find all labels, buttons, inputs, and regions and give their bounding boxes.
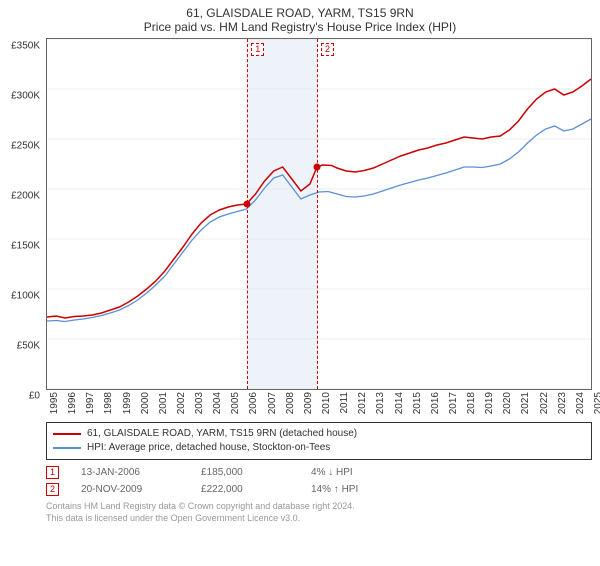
y-tick-label: £150K (11, 241, 40, 252)
x-tick-label: 2005 (230, 392, 241, 414)
plot-area: 12 (46, 38, 592, 390)
x-tick-label: 2003 (194, 392, 205, 414)
sales-marker-num: 2 (46, 483, 59, 496)
footer-line: This data is licensed under the Open Gov… (46, 512, 592, 524)
chart-lines (47, 39, 591, 389)
y-tick-label: £100K (11, 291, 40, 302)
title-address: 61, GLAISDALE ROAD, YARM, TS15 9RN (0, 6, 600, 20)
legend-swatch (53, 447, 81, 449)
x-tick-label: 2019 (484, 392, 495, 414)
sales-date: 13-JAN-2006 (81, 467, 201, 478)
x-tick-label: 2017 (448, 392, 459, 414)
x-tick-label: 2023 (557, 392, 568, 414)
y-tick-label: £300K (11, 91, 40, 102)
marker-label: 2 (321, 43, 334, 56)
x-tick-label: 1999 (122, 392, 133, 414)
sales-marker-num: 1 (46, 466, 59, 479)
marker-label: 1 (251, 43, 264, 56)
legend: 61, GLAISDALE ROAD, YARM, TS15 9RN (deta… (46, 422, 592, 460)
x-tick-label: 2020 (502, 392, 513, 414)
x-tick-label: 2014 (394, 392, 405, 414)
sales-date: 20-NOV-2009 (81, 484, 201, 495)
marker-line (247, 39, 248, 389)
y-tick-label: £200K (11, 191, 40, 202)
x-tick-label: 2006 (248, 392, 259, 414)
x-axis-labels: 1995 1996 1997 1998 1999 2000 2001 2002 2003 2004… (46, 390, 592, 422)
x-tick-label: 2012 (357, 392, 368, 414)
legend-label: HPI: Average price, detached house, Stoc… (87, 441, 330, 455)
x-tick-label: 2015 (412, 392, 423, 414)
x-tick-label: 2004 (212, 392, 223, 414)
x-tick-label: 1995 (49, 392, 60, 414)
sale-dot (314, 164, 321, 171)
sales-price: £185,000 (201, 467, 311, 478)
sales-row: 2 20-NOV-2009 £222,000 14% ↑ HPI (46, 483, 592, 496)
y-tick-label: £250K (11, 141, 40, 152)
chart-container: 61, GLAISDALE ROAD, YARM, TS15 9RN Price… (0, 6, 600, 566)
x-tick-label: 1996 (67, 392, 78, 414)
y-tick-label: £350K (11, 41, 40, 52)
x-tick-label: 2010 (321, 392, 332, 414)
sales-row: 1 13-JAN-2006 £185,000 4% ↓ HPI (46, 466, 592, 479)
y-tick-label: £0 (29, 391, 40, 402)
legend-label: 61, GLAISDALE ROAD, YARM, TS15 9RN (deta… (87, 427, 357, 441)
x-tick-label: 1998 (103, 392, 114, 414)
x-tick-label: 2000 (140, 392, 151, 414)
legend-swatch (53, 433, 81, 435)
x-tick-label: 2009 (303, 392, 314, 414)
y-axis-labels: £0£50K£100K£150K£200K£250K£300K£350K (0, 46, 44, 398)
sales-change: 4% ↓ HPI (311, 467, 401, 478)
legend-item-hpi: HPI: Average price, detached house, Stoc… (53, 441, 585, 455)
y-tick-label: £50K (17, 341, 40, 352)
footer-attribution: Contains HM Land Registry data © Crown c… (46, 500, 592, 524)
x-tick-label: 2016 (430, 392, 441, 414)
sales-price: £222,000 (201, 484, 311, 495)
legend-item-price-paid: 61, GLAISDALE ROAD, YARM, TS15 9RN (deta… (53, 427, 585, 441)
x-tick-label: 2025 (593, 392, 600, 414)
sale-dot (244, 201, 251, 208)
x-tick-label: 2007 (267, 392, 278, 414)
x-tick-label: 2024 (575, 392, 586, 414)
sales-table: 1 13-JAN-2006 £185,000 4% ↓ HPI 2 20-NOV… (46, 466, 592, 496)
x-tick-label: 2002 (176, 392, 187, 414)
x-tick-label: 2011 (339, 392, 350, 414)
x-tick-label: 2021 (520, 392, 531, 414)
footer-line: Contains HM Land Registry data © Crown c… (46, 500, 592, 512)
sales-change: 14% ↑ HPI (311, 484, 401, 495)
x-tick-label: 2022 (539, 392, 550, 414)
x-tick-label: 2001 (158, 392, 169, 414)
marker-line (317, 39, 318, 389)
title-subtitle: Price paid vs. HM Land Registry's House … (0, 20, 600, 34)
x-tick-label: 2008 (285, 392, 296, 414)
x-tick-label: 2018 (466, 392, 477, 414)
x-tick-label: 2013 (375, 392, 386, 414)
x-tick-label: 1997 (85, 392, 96, 414)
